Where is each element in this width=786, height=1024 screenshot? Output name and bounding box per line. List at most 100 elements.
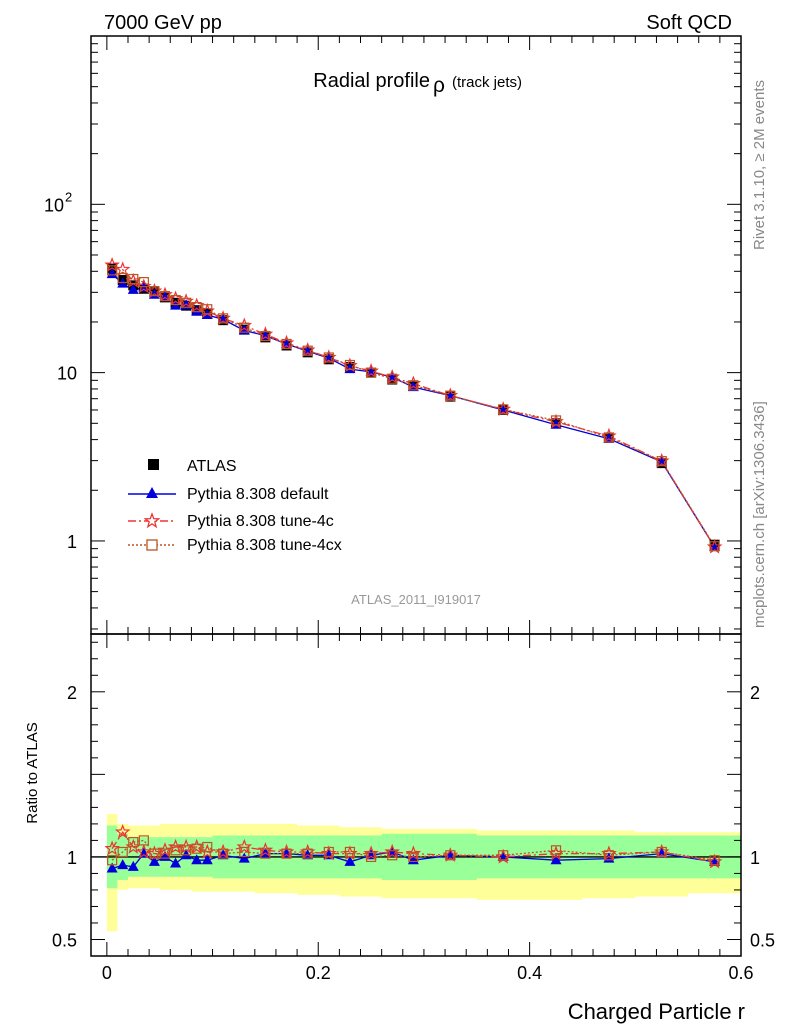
- data-point-3: [709, 541, 720, 552]
- chart-title-suffix: (track jets): [452, 74, 522, 91]
- legend-label-atlas: ATLAS: [187, 458, 237, 475]
- data-point-3: [603, 432, 614, 443]
- data-point-3: [302, 345, 313, 356]
- ratio-tick-label-right: 1: [750, 848, 760, 868]
- data-point-3: [181, 297, 192, 308]
- data-point-3: [128, 273, 139, 285]
- data-point-3: [408, 380, 419, 391]
- series-markers: [104, 256, 723, 873]
- ratio-point-1: [405, 845, 422, 861]
- ratio-point-2: [302, 848, 313, 859]
- ratio-point-2: [181, 845, 192, 856]
- chart-title: Radial profile: [313, 70, 430, 92]
- data-point-3: [387, 373, 398, 384]
- data-point-3: [323, 352, 334, 363]
- ratio-point-0: [201, 854, 213, 865]
- ratio-point-2: [149, 848, 160, 859]
- y-tick-label: 1: [67, 532, 77, 552]
- ratio-point-0: [550, 854, 562, 865]
- ratio-point-0: [191, 854, 203, 865]
- data-point-3: [107, 265, 118, 276]
- legend-marker-default: [146, 487, 158, 498]
- x-tick-label: 0: [102, 963, 112, 983]
- ratio-point-2: [498, 850, 509, 861]
- data-point-2: [114, 261, 131, 277]
- ratio-point-0: [127, 860, 139, 871]
- series-line-3: [111, 269, 716, 547]
- ratio-point-2: [323, 846, 334, 858]
- ratio-point-1: [363, 845, 379, 861]
- ratio-point-2: [202, 841, 213, 853]
- ratio-point-1: [236, 838, 253, 854]
- ratio-point-0: [170, 857, 182, 868]
- ratio-point-2: [260, 848, 271, 859]
- ratio-point-2: [550, 845, 562, 856]
- data-point-3: [260, 330, 271, 342]
- data-point-3: [656, 456, 667, 467]
- ratio-point-2: [445, 850, 456, 861]
- ratio-point-2: [709, 855, 720, 866]
- data-point-3: [170, 294, 181, 306]
- ratio-point-2: [128, 836, 139, 848]
- ratio-tick-label-left: 0.5: [52, 930, 77, 950]
- x-tick-label: 0.2: [306, 963, 331, 983]
- data-point-3: [281, 338, 292, 350]
- data-point-3: [445, 390, 456, 401]
- legend-label-tune-4cx: Pythia 8.308 tune-4cx: [187, 537, 342, 554]
- data-point-3: [239, 322, 250, 333]
- ratio-point-2: [656, 846, 667, 858]
- data-point-3: [202, 304, 213, 315]
- y-tick-label: 10: [44, 195, 64, 215]
- ratio-point-2: [344, 846, 356, 858]
- data-point-3: [117, 272, 128, 284]
- header-left: 7000 GeV pp: [104, 12, 222, 34]
- axis-ticks: [91, 36, 742, 957]
- ratio-tick-label-left: 2: [67, 683, 77, 703]
- ratio-point-1: [384, 843, 401, 859]
- mcplots-reference-label: mcplots.cern.ch [arXiv:1306.3436]: [751, 401, 768, 628]
- ratio-point-2: [365, 851, 377, 863]
- ratio-point-1: [157, 842, 173, 858]
- legend-label-default: Pythia 8.308 default: [187, 486, 329, 503]
- data-point-1: [127, 283, 139, 294]
- ratio-point-2: [387, 850, 398, 861]
- legend-label-tune-4c: Pythia 8.308 tune-4c: [187, 513, 334, 530]
- data-point-3: [159, 290, 171, 302]
- ratio-point-1: [257, 842, 274, 858]
- series-lines: [111, 264, 716, 870]
- y-tick-label: 10: [57, 364, 77, 384]
- ratio-axis-label: Ratio to ATLAS: [24, 722, 41, 823]
- ratio-point-2: [408, 851, 419, 863]
- ratio-point-2: [138, 835, 149, 846]
- legend-marker-atlas: [148, 459, 159, 470]
- ratio-point-2: [159, 848, 171, 859]
- ratio-point-2: [170, 845, 181, 856]
- data-point-3: [550, 415, 562, 426]
- data-point-1: [106, 268, 118, 279]
- rivet-version-label: Rivet 3.1.10, ≥ 2M events: [751, 80, 768, 250]
- x-tick-label: 0.4: [517, 963, 542, 983]
- chart-title-symbol: ρ: [433, 74, 445, 97]
- ratio-point-0: [106, 862, 118, 873]
- legend: ATLAS Pythia 8.308 default Pythia 8.308 …: [128, 458, 342, 554]
- data-point-3: [218, 313, 229, 324]
- data-point-2: [104, 256, 120, 272]
- ratio-point-0: [117, 859, 129, 870]
- ratio-point-1: [114, 824, 131, 839]
- y-tick-label-exponent: 2: [65, 189, 72, 204]
- ratio-tick-label-left: 1: [67, 848, 77, 868]
- ratio-plot-frame: [90, 633, 742, 957]
- ratio-point-2: [191, 843, 202, 854]
- ratio-tick-label-right: 0.5: [750, 930, 775, 950]
- ratio-point-2: [239, 846, 250, 858]
- data-point-3: [365, 367, 377, 378]
- ratio-uncertainty-bands: [106, 814, 741, 932]
- x-axis-label: Charged Particle r: [568, 999, 745, 1024]
- data-point-3: [191, 302, 202, 313]
- data-point-3: [149, 286, 160, 297]
- ratio-tick-label-right: 2: [750, 683, 760, 703]
- ratio-point-2: [218, 848, 229, 859]
- header-right: Soft QCD: [646, 12, 732, 34]
